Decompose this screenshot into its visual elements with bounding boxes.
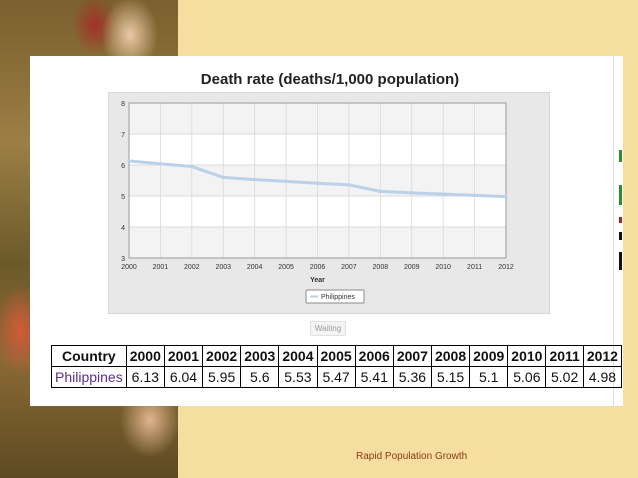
column-header-year: 2003: [240, 345, 280, 367]
side-green-mark: [619, 150, 622, 162]
death-rate-line-chart: 3 4 5 6 7 8 2000 2001 2002 2003 2004 2005 2006 2007 20…: [108, 92, 550, 314]
data-point: [190, 164, 194, 169]
table-cell: 6.04: [163, 366, 204, 388]
x-tick-label: 2010: [435, 264, 451, 271]
data-point: [158, 162, 163, 166]
table-cell: 5.1: [469, 366, 509, 388]
table-cell: 4.98: [582, 366, 622, 388]
country-link[interactable]: Philippines: [51, 366, 127, 388]
plot-border: [128, 102, 507, 259]
table-cell: 5.47: [316, 366, 356, 388]
table-cell: 5.53: [278, 366, 318, 388]
data-point: [347, 183, 351, 187]
chart-title: Death rate (deaths/1,000 population): [200, 71, 460, 88]
x-tick-label: 2009: [404, 264, 420, 271]
x-axis-title: Year: [310, 277, 325, 284]
table-cell: 5.02: [545, 366, 584, 388]
x-tick-label: 2004: [247, 264, 263, 271]
column-header-year: 2012: [582, 345, 622, 367]
column-header-year: 2001: [163, 345, 204, 367]
data-point: [284, 179, 288, 184]
legend-box: [305, 289, 365, 304]
y-tick-label: 6: [121, 163, 125, 170]
table-header-row: Country 2000 2001 2002 2003 2004 2005 2006 2007 2…: [51, 345, 622, 367]
x-tick-label: 2005: [278, 264, 294, 271]
x-tick-label: 2007: [341, 264, 357, 271]
cropped-side-widget: [613, 56, 623, 406]
column-header-year: 2005: [316, 345, 356, 367]
table-cell: 5.36: [392, 366, 432, 388]
x-tick-label: 2002: [184, 264, 200, 271]
y-tick-label: 8: [121, 101, 125, 108]
table-cell: 5.41: [354, 366, 394, 388]
column-header-year: 2002: [202, 345, 242, 367]
data-point: [441, 192, 445, 196]
side-black-mark: [619, 232, 622, 240]
y-tick-label: 4: [121, 225, 125, 232]
x-tick-label: 2006: [310, 264, 326, 271]
data-point: [221, 175, 225, 179]
column-header-year: 2000: [125, 345, 165, 367]
data-point: [472, 193, 477, 197]
x-tick-label: 2001: [153, 264, 169, 271]
x-tick-label: 2000: [121, 264, 137, 271]
legend-label: Philippines: [321, 294, 355, 301]
column-header-year: 2004: [278, 345, 318, 367]
y-tick-label: 7: [121, 132, 125, 139]
column-header-country: Country: [51, 345, 127, 367]
table-cell: 5.95: [202, 366, 242, 388]
table-cell: 5.15: [430, 366, 471, 388]
data-point: [315, 181, 320, 185]
column-header-year: 2009: [469, 345, 509, 367]
x-tick-label: 2011: [467, 264, 482, 271]
data-point: [378, 189, 382, 193]
table-cell: 5.06: [507, 366, 547, 388]
data-point: [504, 195, 508, 199]
x-tick-label: 2012: [498, 264, 514, 271]
column-header-year: 2008: [430, 345, 471, 367]
table-cell: 6.13: [125, 366, 165, 388]
data-point: [127, 159, 131, 163]
waiting-indicator: Waiting: [310, 321, 346, 336]
side-red-mark: [619, 217, 622, 223]
slide-footer: Rapid Population Growth: [356, 451, 468, 462]
table-cell: 5.6: [240, 366, 280, 388]
column-header-year: 2011: [545, 345, 584, 367]
y-tick-label: 3: [121, 256, 125, 263]
side-black-mark: [619, 252, 622, 270]
column-header-year: 2010: [507, 345, 547, 367]
column-header-year: 2007: [392, 345, 432, 367]
x-tick-label: 2008: [373, 264, 389, 271]
column-header-year: 2006: [354, 345, 394, 367]
death-rate-table: Country 2000 2001 2002 2003 2004 2005 2006 2007 2…: [51, 345, 622, 388]
side-green-mark: [619, 185, 622, 205]
data-point: [253, 177, 257, 182]
table-row: Philippines 6.13 6.04 5.95 5.6 5.53 5.47 5.41 5.…: [51, 366, 622, 388]
y-tick-label: 5: [121, 194, 125, 201]
data-point: [410, 191, 414, 195]
x-tick-label: 2003: [215, 264, 231, 271]
